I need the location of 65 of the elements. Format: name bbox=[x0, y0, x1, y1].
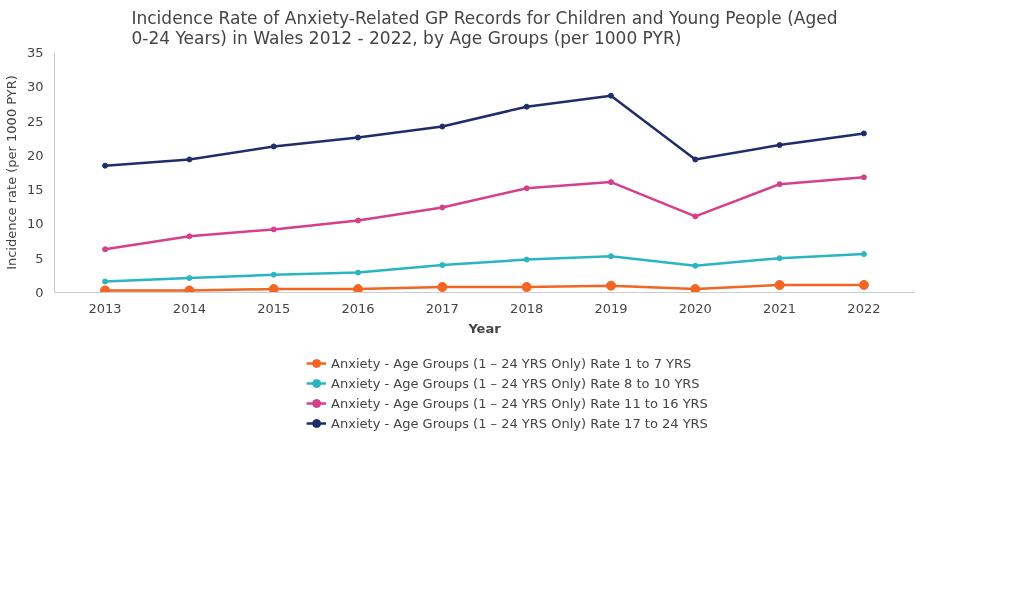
point bbox=[523, 103, 530, 110]
x-tick-label: 2021 bbox=[763, 300, 797, 316]
point bbox=[860, 174, 867, 181]
point bbox=[858, 279, 869, 290]
point bbox=[184, 285, 195, 293]
legend-label: Anxiety - Age Groups (1 – 24 YRS Only) Rate 11 to 16 YRS bbox=[331, 395, 708, 411]
legend-label: Anxiety - Age Groups (1 – 24 YRS Only) Rate 17 to 24 YRS bbox=[331, 415, 708, 431]
point bbox=[102, 278, 109, 285]
point bbox=[607, 179, 614, 186]
y-tick-label: 0 bbox=[35, 285, 44, 300]
y-tick-label: 35 bbox=[26, 45, 44, 60]
point bbox=[776, 181, 783, 188]
point bbox=[186, 156, 193, 163]
point bbox=[268, 284, 279, 293]
point bbox=[523, 256, 530, 263]
legend-label: Anxiety - Age Groups (1 – 24 YRS Only) Rate 8 to 10 YRS bbox=[331, 375, 700, 391]
chart-title: Incidence Rate of Anxiety-Related GP Records for Children and Young People (Aged 0-24 Years) in Wales 2012 - 2022, by Age Groups (per 1000 PYR) bbox=[131, 7, 838, 48]
point bbox=[860, 251, 867, 258]
legend-label: Anxiety - Age Groups (1 – 24 YRS Only) Rate 1 to 7 YRS bbox=[331, 355, 692, 371]
point bbox=[100, 285, 111, 293]
point bbox=[437, 282, 448, 293]
point bbox=[607, 253, 614, 260]
point bbox=[270, 226, 277, 233]
y-axis-title: Incidence rate (per 1000 PYR) bbox=[3, 75, 19, 270]
point bbox=[439, 204, 446, 211]
point bbox=[607, 92, 614, 99]
point bbox=[774, 279, 785, 290]
x-tick-label: 2022 bbox=[847, 300, 881, 316]
point bbox=[439, 123, 446, 130]
y-tick-label: 25 bbox=[26, 113, 44, 129]
y-tick-label: 5 bbox=[35, 250, 44, 266]
point bbox=[353, 284, 364, 293]
point bbox=[692, 156, 699, 163]
point bbox=[692, 213, 699, 220]
x-tick-label: 2016 bbox=[341, 300, 375, 316]
point bbox=[355, 217, 362, 224]
point bbox=[439, 262, 446, 269]
point bbox=[102, 246, 109, 253]
point bbox=[270, 271, 277, 278]
x-tick-label: 2020 bbox=[678, 300, 712, 316]
point bbox=[270, 143, 277, 150]
y-tick-label: 15 bbox=[26, 182, 44, 198]
point bbox=[186, 233, 193, 240]
point bbox=[776, 255, 783, 262]
point bbox=[355, 269, 362, 276]
x-tick-label: 2015 bbox=[257, 300, 291, 316]
x-axis-title: Year bbox=[467, 320, 502, 336]
y-tick-label: 10 bbox=[26, 216, 44, 232]
x-tick-label: 2014 bbox=[172, 300, 206, 316]
point bbox=[521, 282, 532, 293]
point bbox=[523, 185, 530, 192]
point bbox=[102, 162, 109, 169]
y-tick-label: 30 bbox=[26, 79, 44, 95]
point bbox=[776, 142, 783, 149]
x-tick-label: 2013 bbox=[88, 300, 122, 316]
x-tick-label: 2019 bbox=[594, 300, 628, 316]
x-tick-label: 2018 bbox=[510, 300, 544, 316]
y-tick-label: 20 bbox=[26, 147, 44, 163]
point bbox=[355, 134, 362, 141]
point bbox=[605, 280, 616, 291]
point bbox=[690, 284, 701, 293]
point bbox=[692, 262, 699, 269]
point bbox=[186, 275, 193, 282]
point bbox=[860, 130, 867, 137]
x-tick-label: 2017 bbox=[425, 300, 459, 316]
